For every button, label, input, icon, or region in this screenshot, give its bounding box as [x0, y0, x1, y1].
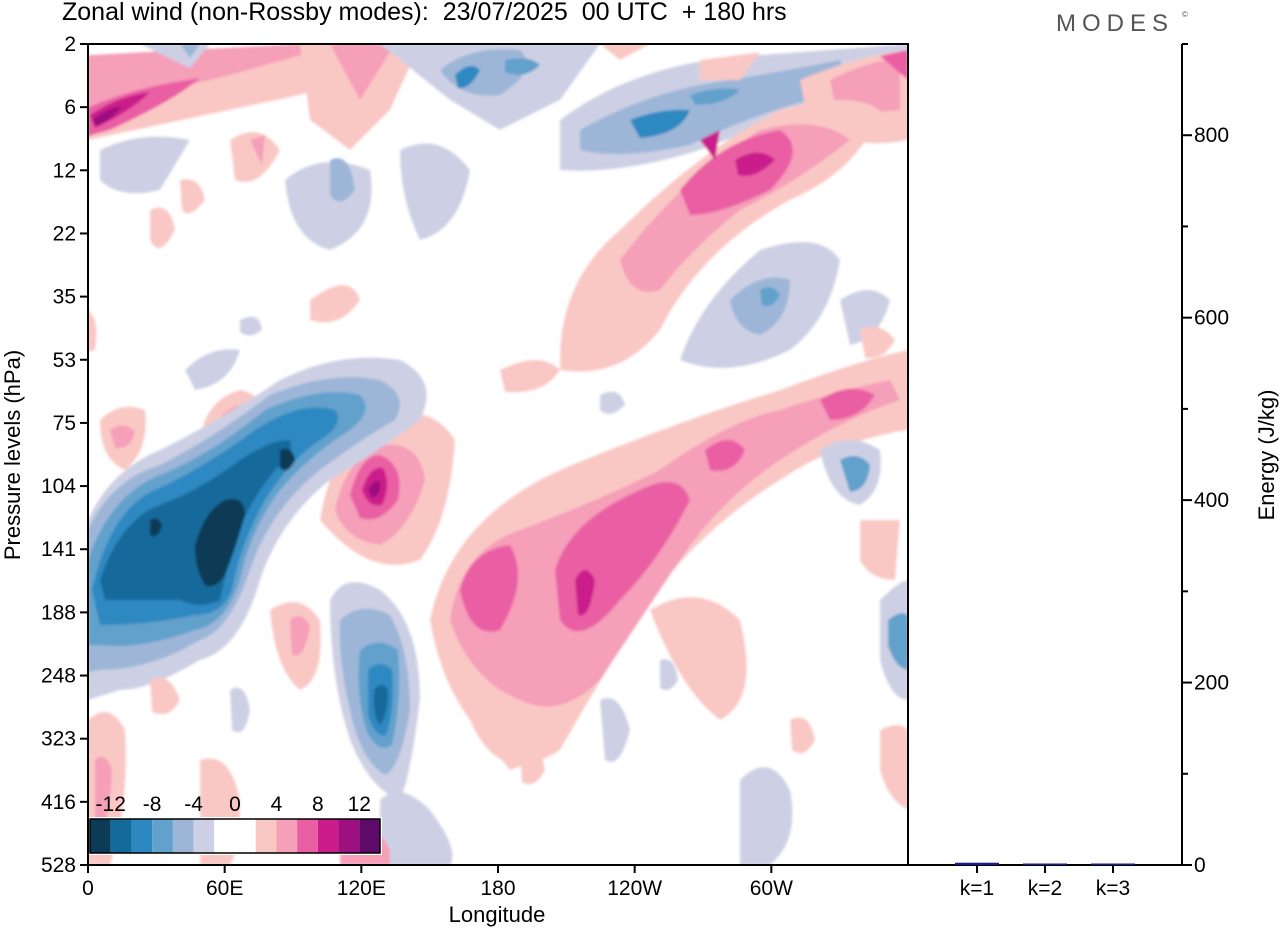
energy-bar	[955, 862, 999, 865]
heatmap-axes: 0 60E 120E 180 120W 60W 2 6 12 22 35 53 75 104 141 188 2…	[41, 33, 793, 900]
energy-tick-label: 600	[1194, 307, 1229, 330]
contour-field	[88, 44, 908, 865]
energy-axis-title: Energy (J/kg)	[1254, 390, 1279, 521]
y-tick-label: 323	[41, 728, 76, 751]
colorbar-swatch	[255, 819, 277, 853]
y-tick-label: 35	[53, 286, 76, 309]
colorbar-swatch	[90, 819, 111, 853]
brand-copyright-mark: ©	[1182, 10, 1188, 19]
energy-bar	[1091, 863, 1135, 865]
x-tick-label: 120W	[607, 877, 662, 900]
energy-tick-label: 800	[1194, 124, 1229, 147]
energy-bar	[1023, 863, 1067, 865]
colorbar-swatch	[338, 819, 360, 853]
energy-axes: 0 200 400 600 800	[1182, 43, 1229, 877]
x-tick-label: 120E	[337, 877, 386, 900]
colorbar-swatch	[297, 819, 318, 853]
x-tick-label: 60W	[750, 877, 793, 900]
y-tick-label: 75	[53, 412, 76, 435]
colorbar: -12 -8 -4 0 4 8 12	[88, 793, 382, 855]
colorbar-swatch	[152, 819, 173, 853]
x-axis-title: Longitude	[449, 902, 546, 927]
energy-tick-label: 0	[1194, 854, 1206, 877]
colorbar-swatch	[317, 819, 339, 853]
x-tick-label: 60E	[206, 877, 243, 900]
colorbar-label: -12	[96, 793, 126, 816]
y-tick-label: 6	[64, 96, 76, 119]
y-tick-label: 104	[41, 475, 76, 498]
energy-bars: k=1 k=2 k=3	[955, 862, 1135, 900]
y-axis-title: Pressure levels (hPa)	[0, 350, 25, 560]
chart-title: Zonal wind (non-Rossby modes): 23/07/202…	[62, 0, 787, 26]
colorbar-label: 8	[312, 793, 324, 816]
energy-tick-label: 400	[1194, 489, 1229, 512]
y-tick-label: 22	[53, 222, 76, 245]
y-tick-label: 141	[41, 538, 76, 561]
colorbar-swatch	[214, 819, 235, 853]
colorbar-swatch	[110, 819, 132, 853]
colorbar-border	[89, 818, 381, 854]
colorbar-label: -8	[143, 793, 162, 816]
colorbar-label: 4	[271, 793, 283, 816]
colorbar-swatch	[276, 819, 298, 853]
colorbar-swatch	[235, 819, 256, 853]
energy-tick-label: 200	[1194, 672, 1229, 695]
colorbar-swatch	[131, 819, 153, 853]
y-tick-label: 248	[41, 665, 76, 688]
energy-category-label: k=2	[1028, 877, 1062, 900]
x-tick-label: 0	[82, 877, 94, 900]
y-tick-label: 188	[41, 601, 76, 624]
energy-category-label: k=3	[1096, 877, 1130, 900]
colorbar-swatch	[359, 819, 380, 853]
y-tick-label: 12	[53, 159, 76, 182]
y-tick-label: 528	[41, 854, 76, 877]
colorbar-label: -4	[184, 793, 203, 816]
colorbar-label: 0	[229, 793, 241, 816]
energy-category-label: k=1	[960, 877, 994, 900]
colorbar-swatch	[172, 819, 194, 853]
y-tick-label: 2	[64, 33, 76, 56]
y-tick-label: 53	[53, 349, 76, 372]
colorbar-swatch	[193, 819, 215, 853]
brand-logo: MODES	[1056, 10, 1175, 37]
x-tick-label: 180	[480, 877, 515, 900]
colorbar-label: 12	[348, 793, 371, 816]
y-tick-label: 416	[41, 791, 76, 814]
